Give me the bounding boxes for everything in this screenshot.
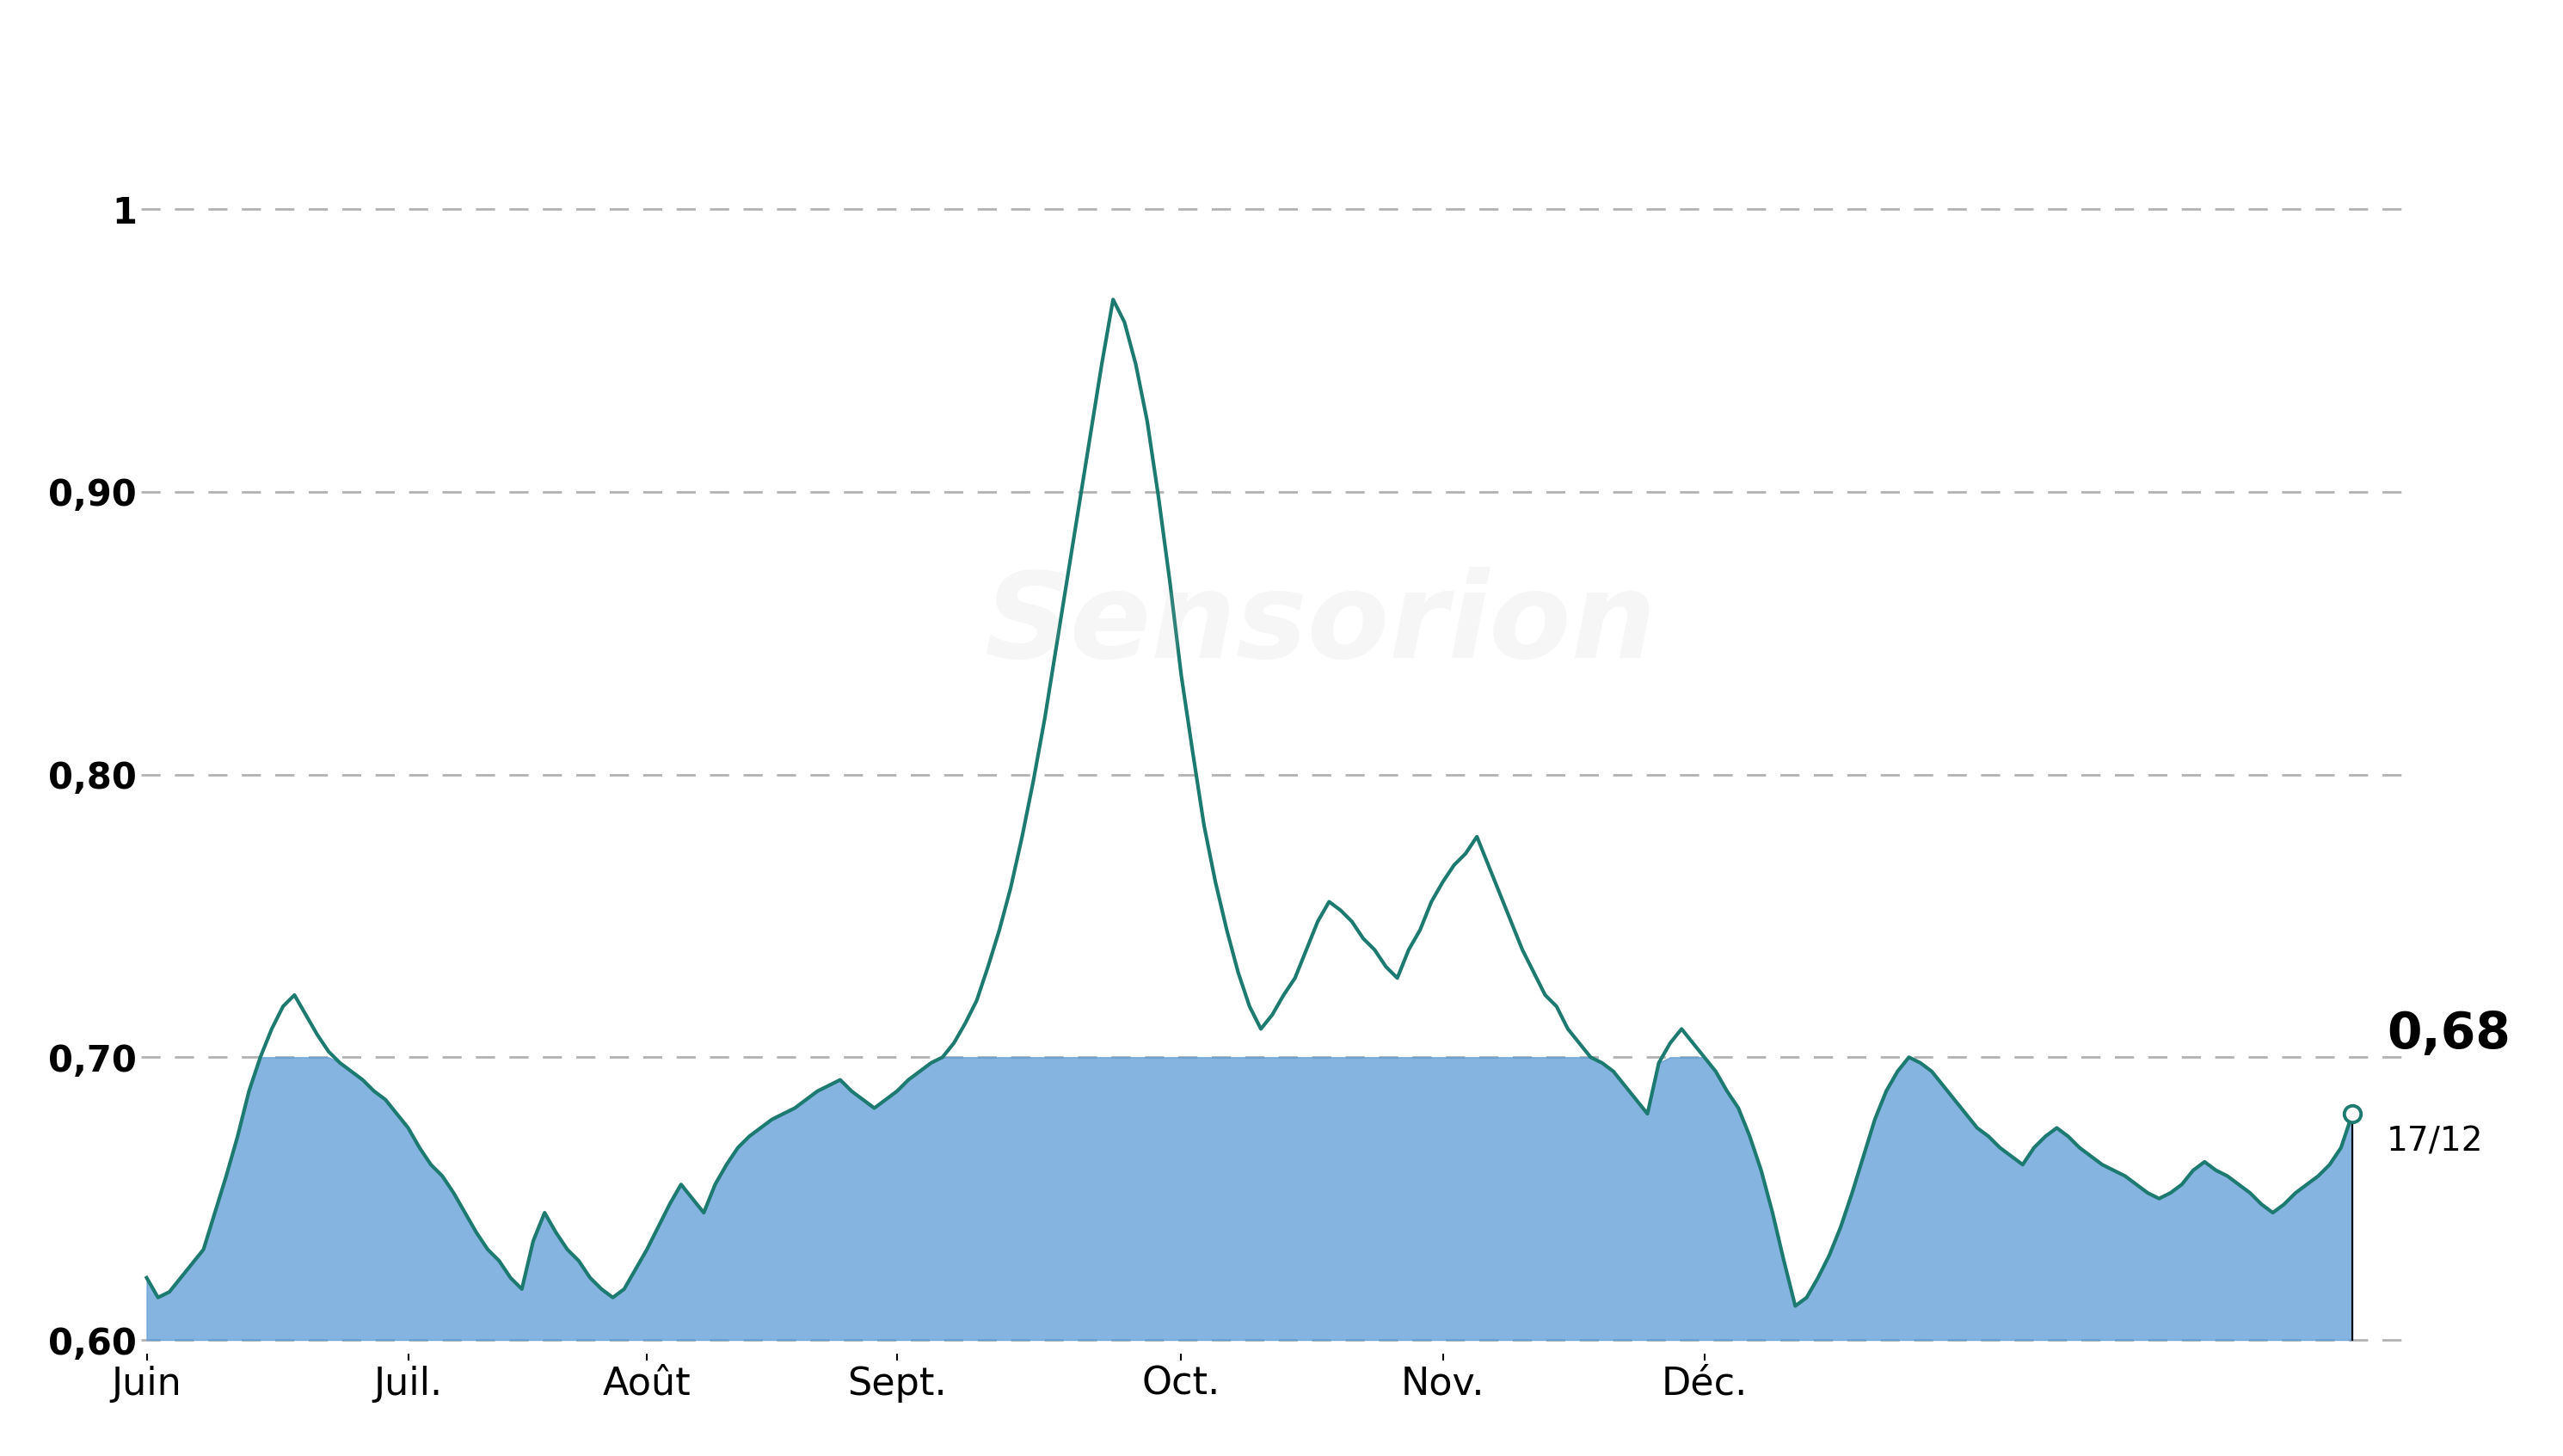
Text: 17/12: 17/12 (2386, 1125, 2484, 1159)
Text: Sensorion: Sensorion (984, 566, 1656, 683)
Text: 0,68: 0,68 (2386, 1010, 2509, 1059)
Text: SENSORION: SENSORION (956, 15, 1607, 109)
